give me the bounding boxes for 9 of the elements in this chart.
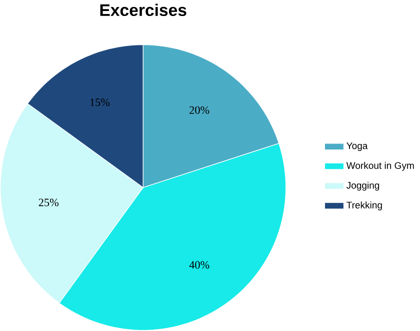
chart-title: Excercises — [100, 4, 186, 16]
legend-label: Yoga — [346, 142, 368, 152]
legend-label: Workout in Gym — [346, 162, 414, 171]
data-label: 25% — [38, 198, 59, 206]
data-label: 20% — [190, 106, 210, 114]
legend-label: Trekking — [346, 202, 382, 211]
data-label: 40% — [189, 261, 210, 269]
legend-label: Jogging — [346, 182, 380, 191]
data-label: 15% — [90, 98, 110, 106]
